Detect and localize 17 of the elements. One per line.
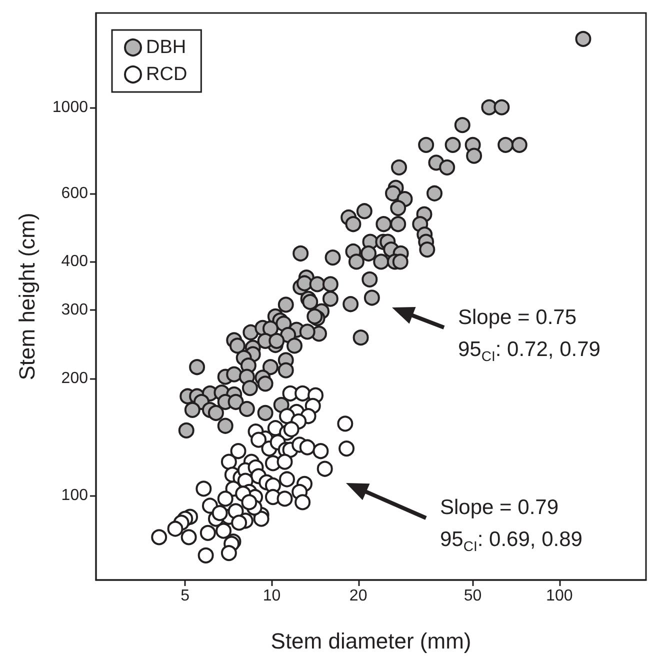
x-tick-label: 10 bbox=[262, 588, 281, 604]
y-tick-label: 200 bbox=[61, 370, 88, 388]
x-tick-label: 100 bbox=[546, 588, 573, 604]
legend-label: DBH bbox=[146, 37, 186, 58]
x-tick-label: 50 bbox=[464, 588, 482, 604]
x-tick-label: 20 bbox=[349, 588, 368, 604]
y-tick-label: 1000 bbox=[52, 98, 88, 116]
y-tick-label: 400 bbox=[61, 253, 88, 270]
annotation: Slope = 0.79 95$_{CI}$: 0.69, 0.89 bbox=[440, 495, 582, 556]
x-tick-label: 5 bbox=[180, 588, 190, 604]
y-tick-label: 300 bbox=[61, 302, 88, 319]
y-tick-label: 600 bbox=[61, 184, 88, 202]
annotation: Slope = 0.75 95$_{CI}$: 0.72, 0.79 bbox=[458, 305, 600, 366]
y-axis-title: Stem height (cm) bbox=[14, 212, 40, 380]
y-tick-label: 100 bbox=[61, 486, 88, 504]
legend-label: RCD bbox=[146, 64, 188, 85]
x-axis-title: Stem diameter (mm) bbox=[270, 628, 472, 654]
